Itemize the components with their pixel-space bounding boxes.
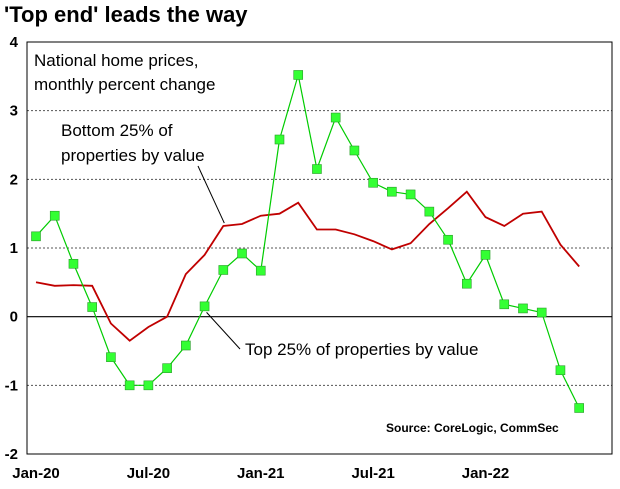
data-point-marker — [162, 363, 172, 373]
data-point-marker — [49, 210, 60, 221]
y-tick-label: 0 — [10, 309, 18, 326]
data-point-marker — [31, 231, 41, 242]
subtitle-line-1: National home prices, — [34, 51, 198, 70]
data-point-marker — [555, 365, 566, 376]
y-tick-label: -2 — [5, 446, 18, 463]
y-tick-label: 1 — [10, 240, 18, 257]
data-point-marker — [274, 134, 285, 145]
callout-line-top-25 — [206, 312, 241, 350]
y-tick-label: 3 — [10, 103, 18, 120]
x-tick-label: Jan-21 — [237, 465, 285, 482]
series-markers — [31, 70, 584, 413]
data-point-marker — [255, 265, 266, 276]
subtitle-line-2: monthly percent change — [34, 75, 215, 94]
x-tick-label: Jan-22 — [462, 465, 510, 482]
y-axis-ticks: 4 3 2 1 0 -1 -2 — [5, 34, 19, 463]
gridlines — [27, 110, 612, 386]
data-point-marker — [574, 403, 584, 413]
data-point-marker — [312, 164, 322, 174]
data-point-marker — [218, 265, 229, 275]
x-tick-label: Jul-21 — [351, 465, 394, 482]
series-label-top-25: Top 25% of properties by value — [245, 340, 478, 359]
chart-title: 'Top end' leads the way — [4, 2, 248, 27]
plot-area-frame — [26, 41, 613, 455]
series-label-bottom-25-line-1: Bottom 25% of — [61, 121, 173, 140]
data-point-marker — [480, 250, 491, 260]
source-note: Source: CoreLogic, CommSec — [386, 421, 559, 435]
series-line-bottom-25 — [35, 190, 580, 342]
data-point-marker — [405, 189, 416, 200]
data-point-marker — [518, 303, 528, 314]
data-point-marker — [106, 352, 116, 362]
data-point-marker — [536, 307, 547, 318]
data-point-marker — [181, 340, 191, 351]
series-label-bottom-25-line-2: properties by value — [61, 146, 205, 165]
data-point-marker — [461, 278, 472, 289]
callout-lines — [197, 165, 241, 350]
callout-line-bottom-25 — [197, 165, 225, 224]
data-point-marker — [349, 145, 360, 156]
data-point-marker — [443, 234, 453, 245]
data-point-marker — [330, 112, 341, 123]
data-point-marker — [143, 380, 154, 391]
data-point-marker — [124, 380, 135, 391]
y-tick-label: 4 — [10, 34, 19, 51]
data-point-marker — [237, 248, 247, 259]
y-tick-label: -1 — [5, 377, 18, 394]
data-point-marker — [368, 177, 378, 188]
y-tick-label: 2 — [10, 171, 18, 188]
data-point-marker — [293, 70, 304, 80]
data-point-marker — [199, 301, 210, 312]
x-axis-ticks: Jan-20 Jul-20 Jan-21 Jul-21 Jan-22 — [12, 465, 509, 482]
data-point-marker — [424, 206, 435, 217]
data-point-marker — [68, 258, 79, 269]
x-tick-label: Jan-20 — [12, 465, 60, 482]
x-tick-label: Jul-20 — [127, 465, 170, 482]
data-point-marker — [87, 302, 97, 312]
data-point-marker — [387, 186, 397, 197]
data-point-marker — [499, 299, 510, 310]
